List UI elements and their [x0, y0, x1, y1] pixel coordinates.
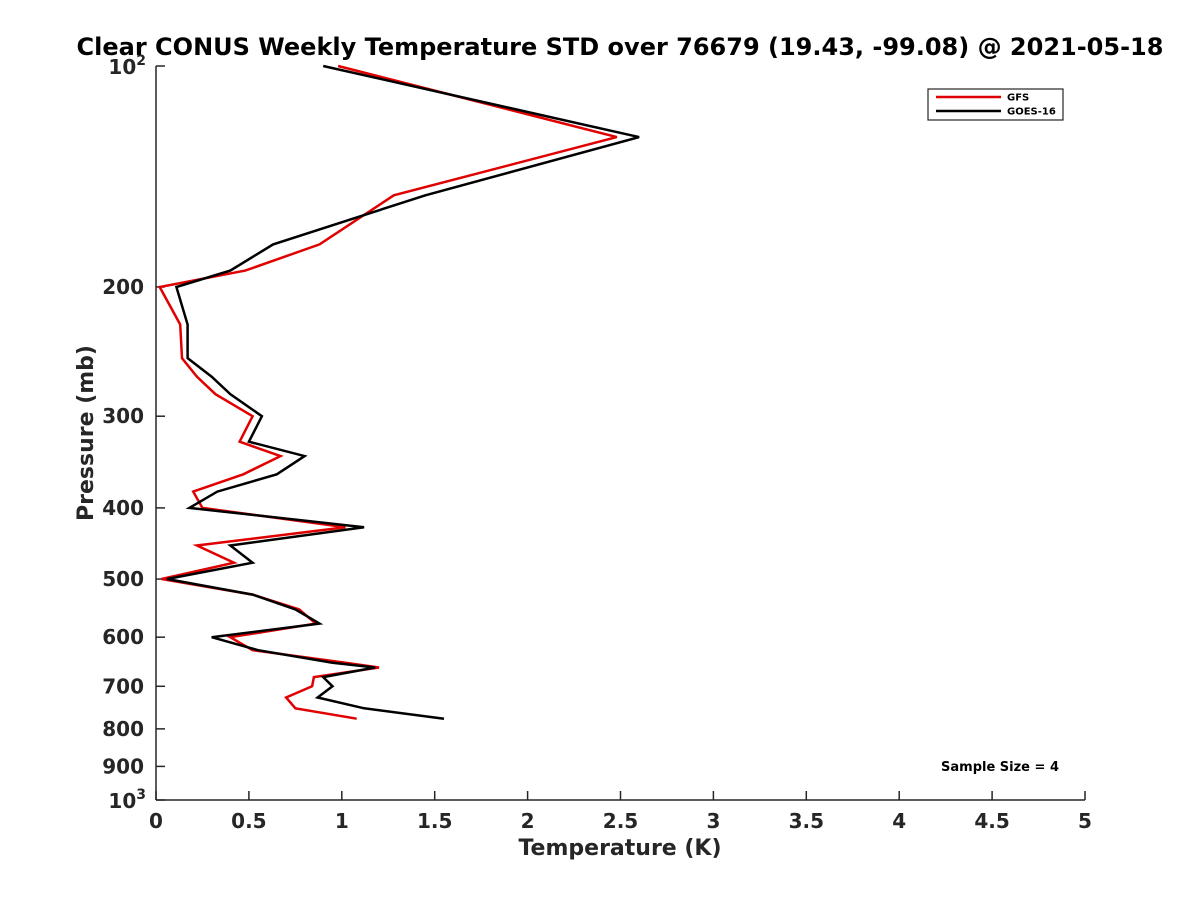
x-tick-label: 3	[706, 809, 720, 833]
legend-box	[927, 88, 1064, 121]
y-tick-label-base: 10	[108, 55, 136, 79]
x-tick-label: 2	[521, 809, 535, 833]
y-axis-title: Pressure (mb)	[74, 345, 99, 521]
x-tick-label: 1	[335, 809, 349, 833]
y-tick-label: 102	[108, 53, 146, 79]
y-tick-label: 200	[102, 275, 144, 299]
y-tick-label-exponent: 3	[136, 787, 146, 803]
y-tick-label: 103	[108, 787, 146, 813]
sample-size-annotation: Sample Size = 4	[941, 760, 1059, 775]
x-tick-label: 5	[1078, 809, 1092, 833]
y-tick-label-exponent: 2	[136, 53, 146, 69]
x-tick-label: 2.5	[603, 809, 638, 833]
legend: GFS GOES-16	[927, 88, 1064, 121]
y-tick-label: 900	[102, 754, 144, 778]
x-tick-label: 1.5	[417, 809, 452, 833]
y-tick-label: 500	[102, 567, 144, 591]
y-tick-label: 300	[102, 404, 144, 428]
chart-title: Clear CONUS Weekly Temperature STD over …	[77, 33, 1164, 61]
y-tick-label: 800	[102, 717, 144, 741]
x-tick-label: 4.5	[974, 809, 1009, 833]
y-tick-label: 400	[102, 496, 144, 520]
legend-label-goes-16: GOES-16	[1007, 107, 1056, 118]
x-tick-label: 0	[149, 809, 163, 833]
plot-area: 0 0.5 1 1.5 2 2.5 3 3.5 4 4.5 51022003004005006007…	[102, 53, 1092, 833]
x-tick-label: 4	[892, 809, 906, 833]
legend-label-gfs: GFS	[1007, 93, 1029, 104]
y-tick-label: 600	[102, 625, 144, 649]
y-tick-label: 700	[102, 674, 144, 698]
x-tick-label: 0.5	[231, 809, 266, 833]
series-line-goes-16	[166, 64, 640, 720]
x-tick-label: 3.5	[789, 809, 824, 833]
y-tick-label-base: 10	[108, 789, 136, 813]
x-axis-title: Temperature (K)	[518, 836, 721, 861]
